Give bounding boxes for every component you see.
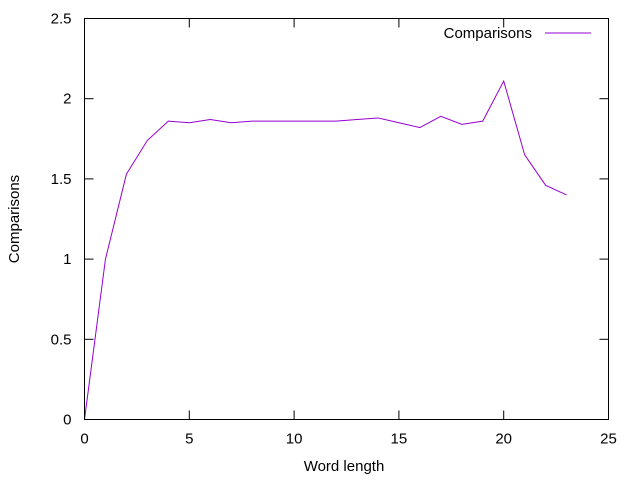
y-tick-label: 2.5 xyxy=(51,11,72,28)
y-tick-label: 1 xyxy=(63,251,71,268)
x-axis-title: Word length xyxy=(304,458,385,475)
x-tick-label: 0 xyxy=(80,431,88,448)
x-tick-label: 20 xyxy=(495,431,512,448)
x-tick-label: 15 xyxy=(391,431,408,448)
y-tick-label: 0.5 xyxy=(51,331,72,348)
y-tick-label: 0 xyxy=(63,412,71,429)
plot-frame xyxy=(84,18,609,420)
series-line xyxy=(84,79,567,420)
series-layer xyxy=(84,79,567,420)
y-tick-label: 1.5 xyxy=(51,171,72,188)
legend-label: Comparisons xyxy=(444,25,532,42)
y-tick-label: 2 xyxy=(63,91,71,108)
ticks-layer: 0 5 10 15 20 25 0 0.5 1 1.5 2 2.5 xyxy=(51,11,617,448)
x-tick-label: 25 xyxy=(600,431,617,448)
legend: Comparisons xyxy=(444,25,591,42)
x-tick-label: 5 xyxy=(185,431,193,448)
x-tick-label: 10 xyxy=(286,431,303,448)
y-axis-title: Comparisons xyxy=(6,175,23,263)
